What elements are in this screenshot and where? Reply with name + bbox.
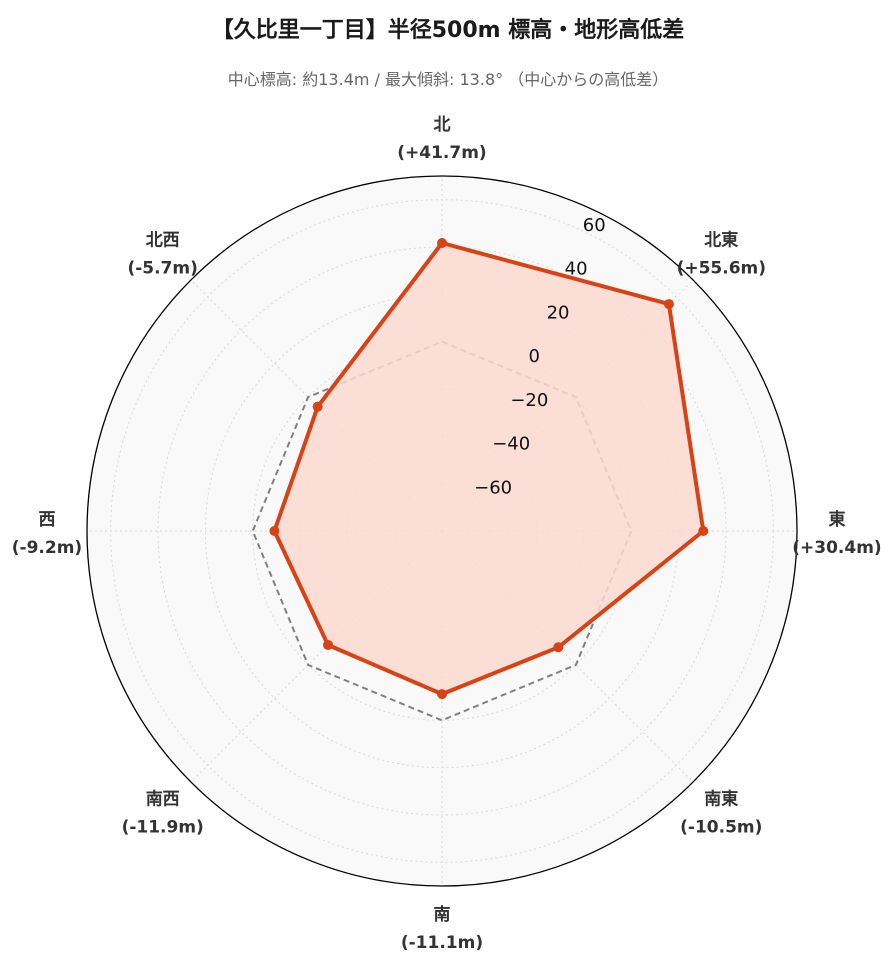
r-tick-label: −20 bbox=[510, 390, 548, 411]
direction-name: 南 bbox=[434, 904, 451, 925]
direction-name: 南西 bbox=[146, 788, 180, 809]
data-point bbox=[323, 639, 334, 650]
direction-value: (-11.1m) bbox=[401, 933, 483, 953]
r-tick-label: −40 bbox=[492, 434, 530, 455]
data-point bbox=[269, 526, 280, 536]
direction-value: (+55.6m) bbox=[677, 259, 766, 279]
category-label: 南 (-11.1m) bbox=[401, 904, 483, 953]
r-tick-label: −60 bbox=[474, 477, 512, 498]
direction-name: 北 bbox=[434, 115, 451, 135]
r-tick-label: 60 bbox=[583, 215, 606, 236]
direction-name: 北西 bbox=[146, 231, 180, 251]
data-point bbox=[312, 401, 323, 412]
direction-value: (+30.4m) bbox=[792, 538, 881, 558]
data-point bbox=[437, 237, 447, 248]
r-tick-label: 40 bbox=[565, 259, 588, 280]
category-label: 北 (+41.7m) bbox=[397, 115, 486, 163]
direction-value: (-9.2m) bbox=[12, 538, 82, 558]
direction-name: 東 bbox=[829, 509, 846, 530]
r-tick-label: 20 bbox=[547, 302, 570, 323]
r-tick-label: 0 bbox=[528, 346, 539, 367]
chart-title: 【久比里一丁目】半径500m 標高・地形高低差 bbox=[211, 18, 685, 43]
grid-spoke bbox=[441, 530, 694, 783]
chart-subtitle: 中心標高: 約13.4m / 最大傾斜: 13.8° （中心からの高低差） bbox=[227, 70, 669, 89]
data-point bbox=[663, 299, 674, 310]
category-label: 東 (+30.4m) bbox=[792, 509, 881, 558]
category-label: 北西 (-5.7m) bbox=[127, 231, 197, 279]
data-point bbox=[553, 642, 564, 653]
grid-spoke bbox=[190, 530, 443, 783]
grid-spoke bbox=[190, 279, 443, 532]
direction-value: (-10.5m) bbox=[680, 817, 762, 837]
category-label: 北東 (+55.6m) bbox=[677, 230, 766, 279]
direction-name: 西 bbox=[39, 510, 56, 530]
grid-ring bbox=[157, 246, 727, 816]
direction-value: (-11.9m) bbox=[122, 817, 204, 837]
category-label: 南東 (-10.5m) bbox=[680, 788, 762, 837]
category-label: 西 (-9.2m) bbox=[12, 510, 82, 558]
direction-value: (-5.7m) bbox=[127, 259, 197, 279]
data-point bbox=[698, 526, 709, 536]
series-area bbox=[274, 243, 704, 695]
plot-frame bbox=[86, 175, 798, 887]
category-label: 南西 (-11.9m) bbox=[122, 788, 204, 837]
direction-name: 南東 bbox=[704, 788, 738, 809]
data-point bbox=[437, 689, 447, 700]
direction-name: 北東 bbox=[704, 230, 738, 251]
direction-value: (+41.7m) bbox=[397, 143, 486, 163]
